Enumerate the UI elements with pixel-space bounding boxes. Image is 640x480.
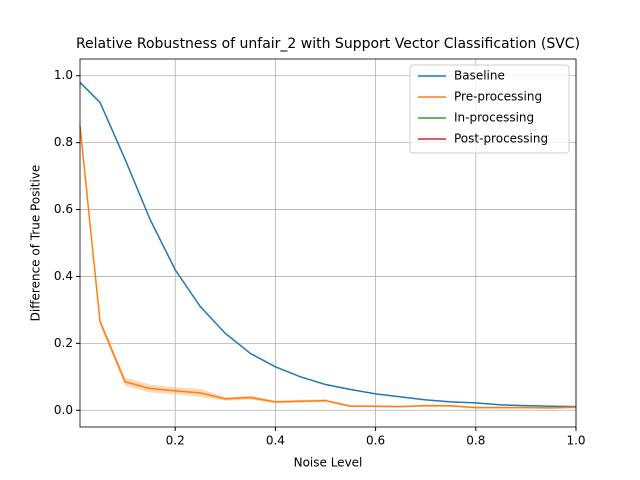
y-tick-label: 0.4 (54, 269, 73, 283)
legend-box (409, 64, 570, 154)
series-line (79, 81, 577, 408)
y-tick-label: 0.8 (54, 135, 73, 149)
legend-label: Pre-processing (454, 90, 542, 104)
x-axis-label: Noise Level (294, 456, 363, 470)
x-tick-label: 1.0 (566, 434, 585, 448)
y-tick-label: 0.6 (54, 202, 73, 216)
series-line (79, 125, 577, 409)
x-tick-label: 0.6 (366, 434, 385, 448)
y-axis-label: Difference of True Positive (29, 165, 43, 322)
error-band (80, 125, 576, 409)
x-tick-label: 0.8 (466, 434, 485, 448)
y-tick-label: 0.2 (54, 336, 73, 350)
x-tick-label: 0.2 (166, 434, 185, 448)
x-tick-label: 0.4 (266, 434, 285, 448)
y-tick-label: 1.0 (54, 68, 73, 82)
chart-title: Relative Robustness of unfair_2 with Sup… (76, 36, 580, 52)
legend-label: Post-processing (454, 132, 548, 146)
legend-label: In-processing (454, 111, 534, 125)
y-tick-label: 0.0 (54, 403, 73, 417)
legend-label: Baseline (454, 69, 505, 83)
plot-frame (79, 58, 577, 428)
